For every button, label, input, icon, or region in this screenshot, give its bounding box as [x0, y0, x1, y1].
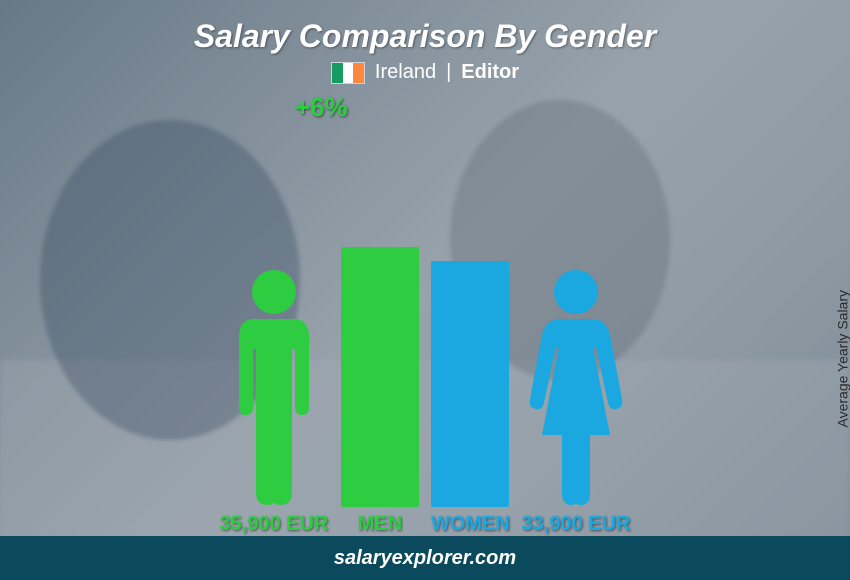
- labels-row: 35,900 EUR MEN WOMEN 33,900 EUR: [40, 513, 810, 536]
- women-figure-col: [521, 247, 631, 507]
- men-bar-col: [341, 247, 419, 507]
- role-label: Editor: [461, 61, 519, 84]
- country-label: Ireland: [375, 61, 436, 84]
- men-label: MEN: [341, 513, 419, 536]
- infographic: Salary Comparison By Gender Ireland | Ed…: [0, 0, 850, 580]
- percent-diff-label: +6%: [295, 92, 348, 123]
- men-figure-col: [219, 247, 329, 507]
- women-bar-col: [431, 261, 509, 507]
- man-icon: [219, 247, 329, 507]
- men-bar: [341, 247, 419, 507]
- separator: |: [446, 61, 451, 84]
- subtitle: Ireland | Editor: [331, 61, 519, 84]
- chart: +6%: [40, 92, 810, 507]
- women-label: WOMEN: [431, 513, 509, 536]
- ireland-flag-icon: [331, 62, 365, 84]
- page-title: Salary Comparison By Gender: [194, 18, 656, 55]
- men-salary-label: 35,900 EUR: [219, 513, 329, 536]
- woman-icon: [521, 247, 631, 507]
- footer-text: salaryexplorer.com: [334, 547, 516, 570]
- footer: salaryexplorer.com: [0, 536, 850, 580]
- women-salary-label: 33,900 EUR: [521, 513, 631, 536]
- women-bar: [431, 261, 509, 507]
- y-axis-label: Average Yearly Salary: [834, 290, 850, 428]
